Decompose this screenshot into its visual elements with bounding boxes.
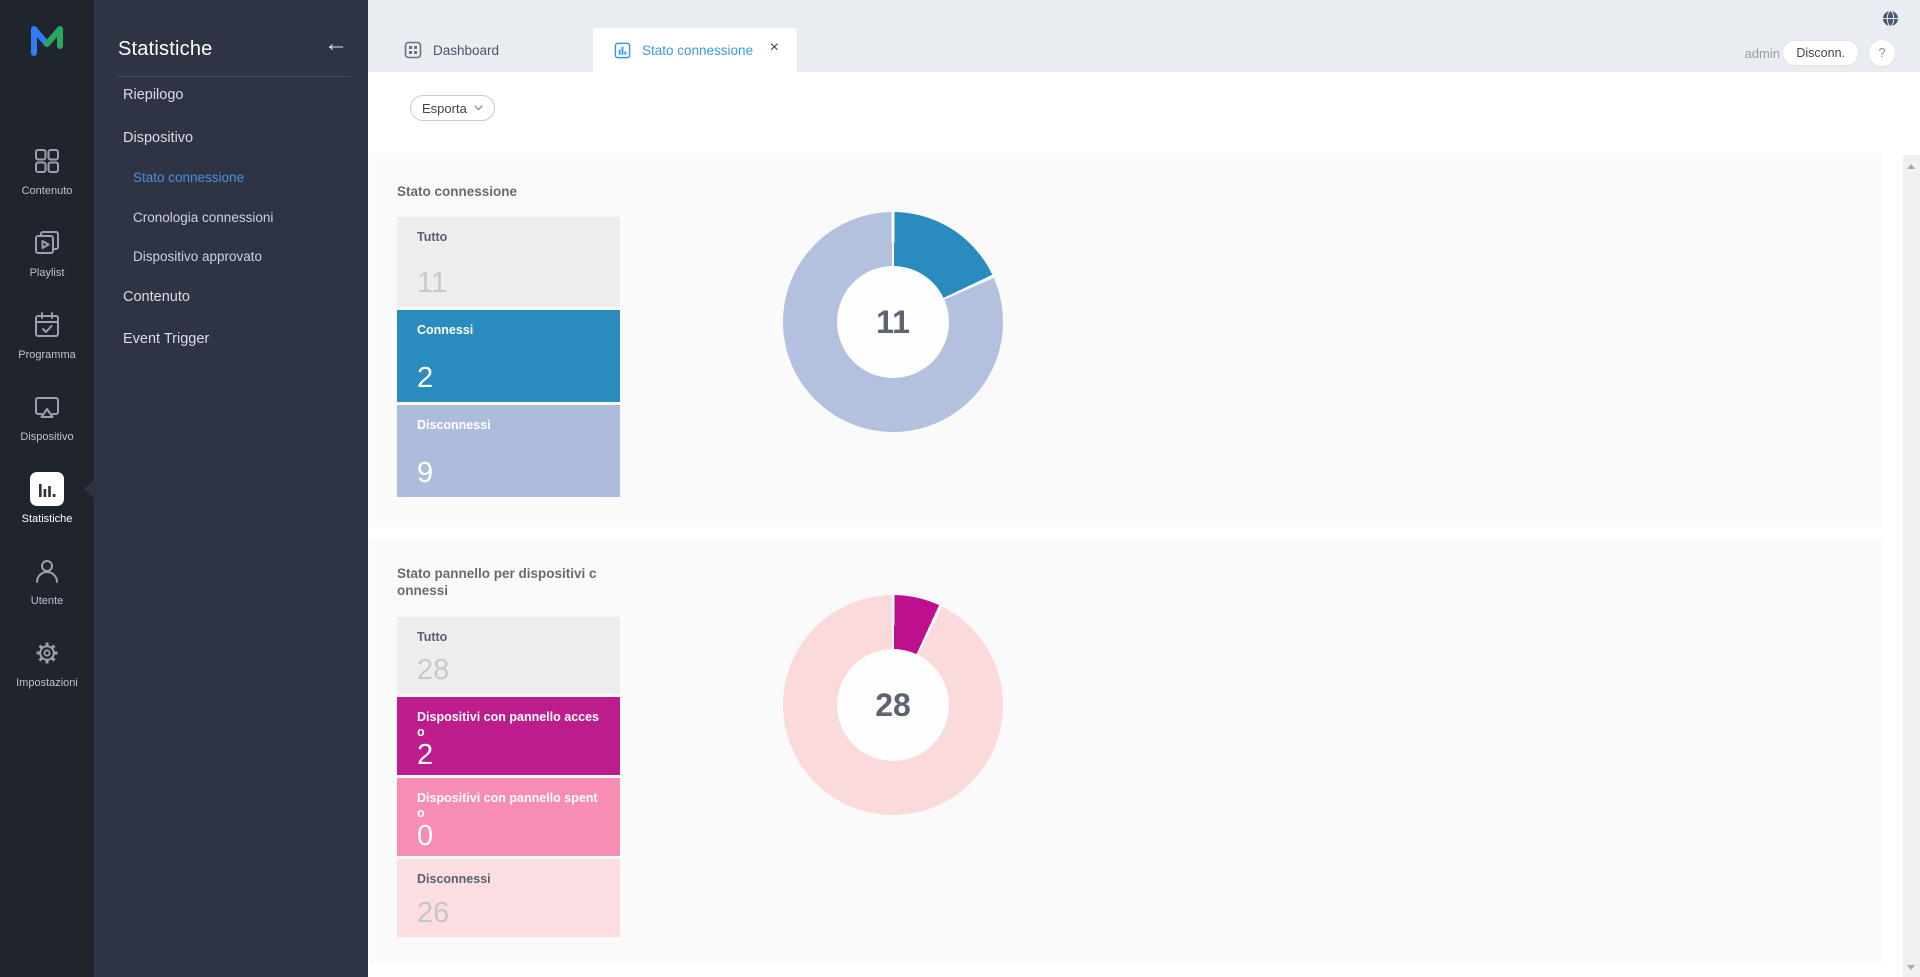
- stat-label: Dispositivi con pannello spento: [417, 791, 598, 820]
- sidebar-item-dispositivo[interactable]: Dispositivo: [0, 390, 94, 443]
- stat-box-disconnessi[interactable]: Disconnessi 9: [397, 405, 620, 497]
- topbar: Dashboard Stato connessione × admin Disc…: [368, 0, 1920, 72]
- stat-value: 0: [417, 820, 434, 852]
- stat-value: 2: [417, 362, 434, 394]
- stat-boxes: Tutto 28 Dispositivi con pannello acceso…: [397, 617, 620, 940]
- tab-stato-connessione[interactable]: Stato connessione ×: [593, 28, 797, 72]
- donut-chart-panel-status: 28: [783, 595, 1003, 815]
- icon-rail: Contenuto Playlist Programma Dispositivo…: [0, 0, 94, 977]
- menu-item-riepilogo[interactable]: Riepilogo: [123, 87, 184, 103]
- stat-box-disconnessi[interactable]: Disconnessi 26: [397, 859, 620, 937]
- rail-label: Dispositivo: [20, 431, 74, 443]
- donut-chart-connection-status: 11: [783, 212, 1003, 432]
- stat-label: Disconnessi: [417, 872, 491, 886]
- sidebar-item-utente[interactable]: Utente: [0, 554, 94, 607]
- export-button[interactable]: Esporta: [410, 95, 495, 121]
- menu-item-dispositivo-approvato[interactable]: Dispositivo approvato: [133, 249, 263, 264]
- menu-panel-title: Statistiche: [118, 38, 213, 60]
- vertical-scrollbar[interactable]: [1903, 155, 1920, 977]
- menu-item-dispositivo[interactable]: Dispositivo: [123, 130, 194, 146]
- sidebar-item-impostazioni[interactable]: Impostazioni: [0, 636, 94, 689]
- stat-box-pannello-acceso[interactable]: Dispositivi con pannello acceso 2: [397, 697, 620, 775]
- dashboard-icon: [404, 41, 422, 59]
- sidebar-item-programma[interactable]: Programma: [0, 308, 94, 361]
- stat-value: 2: [417, 739, 434, 771]
- scroll-up-icon[interactable]: [1907, 164, 1915, 169]
- calendar-icon: [35, 312, 59, 337]
- stat-label: Connessi: [417, 323, 474, 337]
- scroll-down-icon[interactable]: [1907, 965, 1915, 970]
- stat-label: Tutto: [417, 230, 448, 244]
- section-title: Stato connessione: [397, 184, 518, 199]
- bar-chart-icon: [39, 484, 56, 497]
- stat-label: Disconnessi: [417, 418, 491, 432]
- rail-label: Impostazioni: [16, 677, 78, 689]
- stat-boxes: Tutto 11 Connessi 2 Disconnessi 9: [397, 217, 620, 500]
- menu-item-cronologia-connessioni[interactable]: Cronologia connessioni: [133, 210, 274, 225]
- help-button[interactable]: ?: [1869, 40, 1895, 66]
- app-logo[interactable]: [26, 20, 68, 62]
- user-icon: [36, 560, 58, 583]
- rail-label: Utente: [30, 595, 64, 607]
- magicinfo-logo-icon: [31, 26, 63, 56]
- stat-value: 26: [417, 897, 450, 929]
- donut-hole: 11: [837, 266, 949, 378]
- section-stato-pannello: Stato pannello per dispositivi connessi …: [369, 539, 1882, 963]
- menu-item-contenuto[interactable]: Contenuto: [123, 289, 190, 305]
- menu-item-stato-connessione[interactable]: Stato connessione: [133, 170, 245, 185]
- stat-value: 11: [417, 267, 448, 299]
- playlist-icon: [35, 231, 59, 254]
- rail-label: Programma: [18, 349, 76, 361]
- stat-box-tutto[interactable]: Tutto 11: [397, 217, 620, 307]
- sidebar-item-playlist[interactable]: Playlist: [0, 226, 94, 279]
- tab-dashboard[interactable]: Dashboard: [403, 28, 613, 72]
- statistics-menu-panel: Statistiche ← Riepilogo Dispositivo Stat…: [94, 0, 368, 977]
- stat-label: Dispositivi con pannello acceso: [417, 710, 600, 739]
- menu-item-event-trigger[interactable]: Event Trigger: [123, 331, 210, 347]
- sidebar-item-statistiche[interactable]: Statistiche: [0, 472, 94, 525]
- rail-label: Contenuto: [21, 185, 73, 197]
- tab-label: Stato connessione: [642, 42, 754, 58]
- section-stato-connessione: Stato connessione Tutto 11 Connessi 2 Di…: [369, 153, 1882, 527]
- stat-value: 28: [417, 654, 450, 686]
- tab-label: Dashboard: [433, 42, 500, 58]
- username-label: admin: [1744, 46, 1780, 61]
- display-cast-icon: [35, 397, 59, 418]
- donut-hole: 28: [837, 649, 949, 761]
- stat-box-pannello-spento[interactable]: Dispositivi con pannello spento 0: [397, 778, 620, 856]
- sidebar-item-contenuto[interactable]: Contenuto: [0, 144, 94, 197]
- language-globe-icon[interactable]: [1882, 10, 1899, 27]
- export-label: Esporta: [422, 100, 467, 116]
- rail-label: Playlist: [29, 267, 65, 279]
- stat-box-tutto[interactable]: Tutto 28: [397, 617, 620, 694]
- gear-icon: [36, 642, 58, 664]
- logout-button[interactable]: Disconn.: [1783, 41, 1858, 65]
- donut-center-value: 28: [875, 686, 911, 723]
- section-title: Stato pannello per dispositivi connessi: [397, 566, 597, 598]
- stat-label: Tutto: [417, 630, 448, 644]
- active-item-notch: [84, 480, 94, 498]
- close-icon[interactable]: ×: [769, 39, 779, 56]
- menu-divider: [118, 76, 350, 77]
- stat-value: 9: [417, 457, 434, 489]
- collapse-arrow-left-icon[interactable]: ←: [324, 30, 348, 57]
- rail-label: Statistiche: [21, 513, 73, 525]
- donut-center-value: 11: [876, 303, 910, 340]
- stat-box-connessi[interactable]: Connessi 2: [397, 310, 620, 402]
- chart-tab-icon: [614, 42, 631, 58]
- grid-icon: [35, 149, 59, 173]
- chevron-down-icon: [474, 105, 483, 111]
